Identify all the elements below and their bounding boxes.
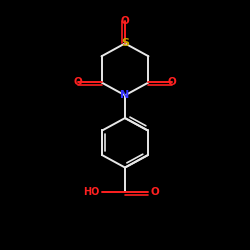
Text: O: O [168,78,176,88]
Text: S: S [121,38,129,48]
Text: O: O [120,16,130,26]
Text: N: N [120,90,130,100]
Text: HO: HO [83,187,99,197]
Text: O: O [151,187,160,197]
Text: O: O [74,78,82,88]
